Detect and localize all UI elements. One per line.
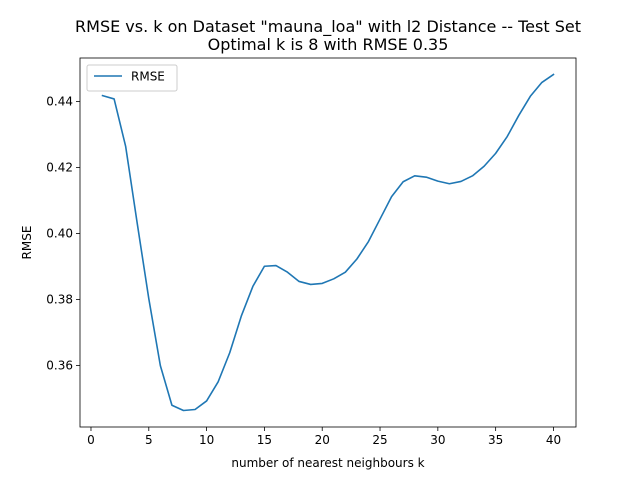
legend-label-rmse: RMSE (131, 70, 165, 84)
plot-area (80, 58, 576, 427)
y-tick-label: 0.44 (46, 95, 73, 109)
y-tick-label: 0.40 (46, 227, 73, 241)
x-tick-label: 25 (372, 433, 387, 447)
y-tick-label: 0.38 (46, 293, 73, 307)
chart-subtitle: Optimal k is 8 with RMSE 0.35 (208, 35, 449, 54)
x-tick-label: 20 (315, 433, 330, 447)
y-axis-label: RMSE (20, 226, 34, 260)
x-tick-label: 0 (87, 433, 95, 447)
chart-title: RMSE vs. k on Dataset "mauna_loa" with l… (75, 17, 581, 37)
x-tick-label: 10 (199, 433, 214, 447)
y-tick-label: 0.36 (46, 359, 73, 373)
y-axis-ticks: 0.36 0.38 0.40 0.42 0.44 (46, 95, 80, 373)
x-tick-label: 35 (488, 433, 503, 447)
x-tick-label: 5 (145, 433, 153, 447)
x-axis-ticks: 0 5 10 15 20 25 30 35 40 (87, 427, 561, 447)
plot-frame (79, 57, 577, 428)
legend-box (86, 64, 178, 92)
x-tick-label: 40 (546, 433, 561, 447)
x-tick-label: 15 (257, 433, 272, 447)
x-axis-label: number of nearest neighbours k (231, 456, 424, 470)
rmse-series-line (101, 73, 555, 412)
y-tick-label: 0.42 (46, 161, 73, 175)
legend: RMSE (86, 64, 178, 92)
x-tick-label: 30 (430, 433, 445, 447)
